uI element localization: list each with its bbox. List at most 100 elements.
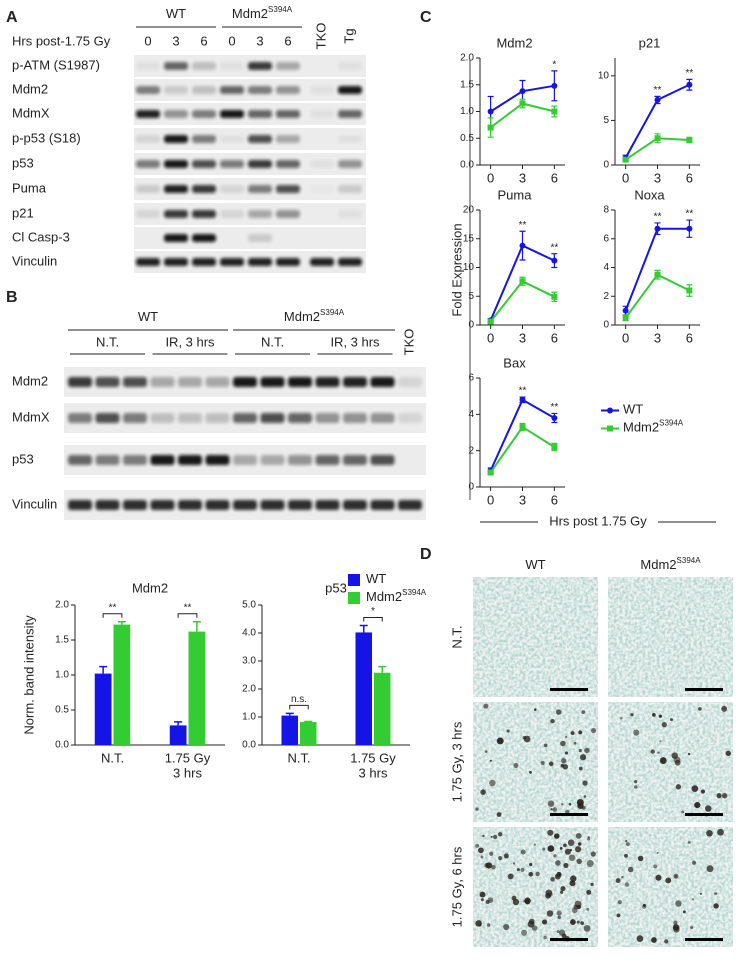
x-tick-label: 0 (622, 330, 629, 345)
band (136, 185, 160, 193)
apoptotic-cell (498, 832, 503, 837)
apoptotic-cell (559, 847, 563, 850)
x-tick-label: 0 (487, 170, 494, 185)
apoptotic-cell (721, 705, 728, 712)
apoptotic-cell (550, 718, 555, 724)
apoptotic-cell (656, 851, 659, 854)
legend-label-base: Mdm2 (366, 589, 402, 604)
apoptotic-cell (489, 759, 492, 762)
significance-bracket (363, 616, 383, 622)
band (205, 455, 230, 465)
band (192, 234, 216, 242)
row-label: Puma (12, 180, 47, 195)
y-tick-label: 4 (603, 262, 609, 273)
band (315, 500, 340, 510)
y-tick-label: 8 (603, 205, 609, 216)
series-line (489, 280, 555, 323)
row-label: p-ATM (S1987) (12, 57, 100, 72)
band (136, 160, 160, 168)
x-tick-label: 0 (487, 330, 494, 345)
significance-label: ** (184, 602, 192, 613)
lane-label: 3 (172, 33, 179, 48)
column-label: Mdm2S394A (640, 556, 701, 572)
apoptotic-cell (586, 907, 590, 911)
row-label: N.T. (449, 625, 464, 648)
time-label: Hrs post-1.75 Gy (12, 33, 111, 48)
legend-label: Mdm2S394A (623, 419, 684, 435)
band (178, 413, 202, 423)
band (192, 135, 216, 143)
band (220, 135, 244, 143)
apoptotic-cell (570, 919, 576, 925)
apoptotic-cell (564, 848, 571, 855)
apoptotic-cell (567, 839, 575, 847)
band (276, 210, 300, 218)
apoptotic-cell (570, 875, 577, 882)
band (205, 413, 230, 423)
apoptotic-cell (698, 707, 702, 711)
apoptotic-cell (706, 830, 713, 837)
apoptotic-cell (617, 900, 622, 905)
apoptotic-cell (637, 855, 644, 862)
apoptotic-cell (547, 800, 555, 807)
apoptotic-cell (642, 903, 646, 907)
apoptotic-cell (540, 760, 545, 766)
band (248, 234, 272, 242)
marker (487, 318, 494, 325)
apoptotic-cell (480, 789, 486, 795)
marker (654, 225, 661, 232)
apoptotic-cell (543, 743, 548, 748)
apoptotic-cell (615, 878, 621, 884)
legend-swatch (348, 592, 360, 604)
apoptotic-cell (480, 898, 484, 902)
apoptotic-cell (568, 854, 576, 862)
marker (487, 108, 494, 115)
band (123, 455, 147, 465)
marker (487, 124, 494, 131)
apoptotic-cell (563, 862, 569, 868)
band (288, 377, 312, 387)
band (68, 455, 92, 465)
error-bar (378, 665, 387, 673)
band (338, 86, 362, 94)
row-label: 1.75 Gy, 6 hrs (449, 846, 464, 927)
y-tick-label: 0 (468, 482, 474, 493)
treatment-label: N.T. (261, 334, 284, 349)
significance-label: n.s. (291, 694, 307, 705)
apoptotic-cell (713, 903, 719, 909)
y-tick-label: 6 (603, 233, 609, 244)
band (398, 377, 422, 387)
y-tick-label: 3.0 (242, 656, 256, 667)
apoptotic-cell (578, 749, 582, 753)
x-tick-label: 3 hrs (359, 765, 388, 780)
marker (519, 396, 526, 403)
row-label: 1.75 Gy, 3 hrs (449, 721, 464, 802)
band (276, 62, 300, 70)
band (310, 86, 334, 94)
tissue-texture (608, 702, 733, 822)
apoptotic-cell (512, 898, 520, 906)
band (248, 210, 272, 218)
band (178, 377, 202, 387)
y-axis-label: Fold Expression (449, 223, 464, 316)
apoptotic-cell (669, 718, 674, 722)
marker (519, 88, 526, 95)
band (260, 377, 285, 387)
series-line (624, 273, 690, 319)
chart-title: Puma (498, 187, 533, 202)
apoptotic-cell (633, 785, 638, 789)
apoptotic-cell (561, 803, 564, 806)
x-tick-label: 3 (654, 330, 661, 345)
band (123, 500, 147, 510)
apoptotic-cell (512, 862, 516, 865)
y-tick-label: 6 (468, 373, 474, 384)
apoptotic-cell (475, 843, 480, 848)
apoptotic-cell (659, 757, 667, 764)
apoptotic-cell (550, 808, 553, 811)
marker (519, 242, 526, 249)
apoptotic-cell (616, 913, 621, 918)
marker (551, 82, 558, 89)
apoptotic-cell (705, 805, 712, 812)
apoptotic-cell (534, 708, 537, 711)
marker (686, 137, 693, 144)
